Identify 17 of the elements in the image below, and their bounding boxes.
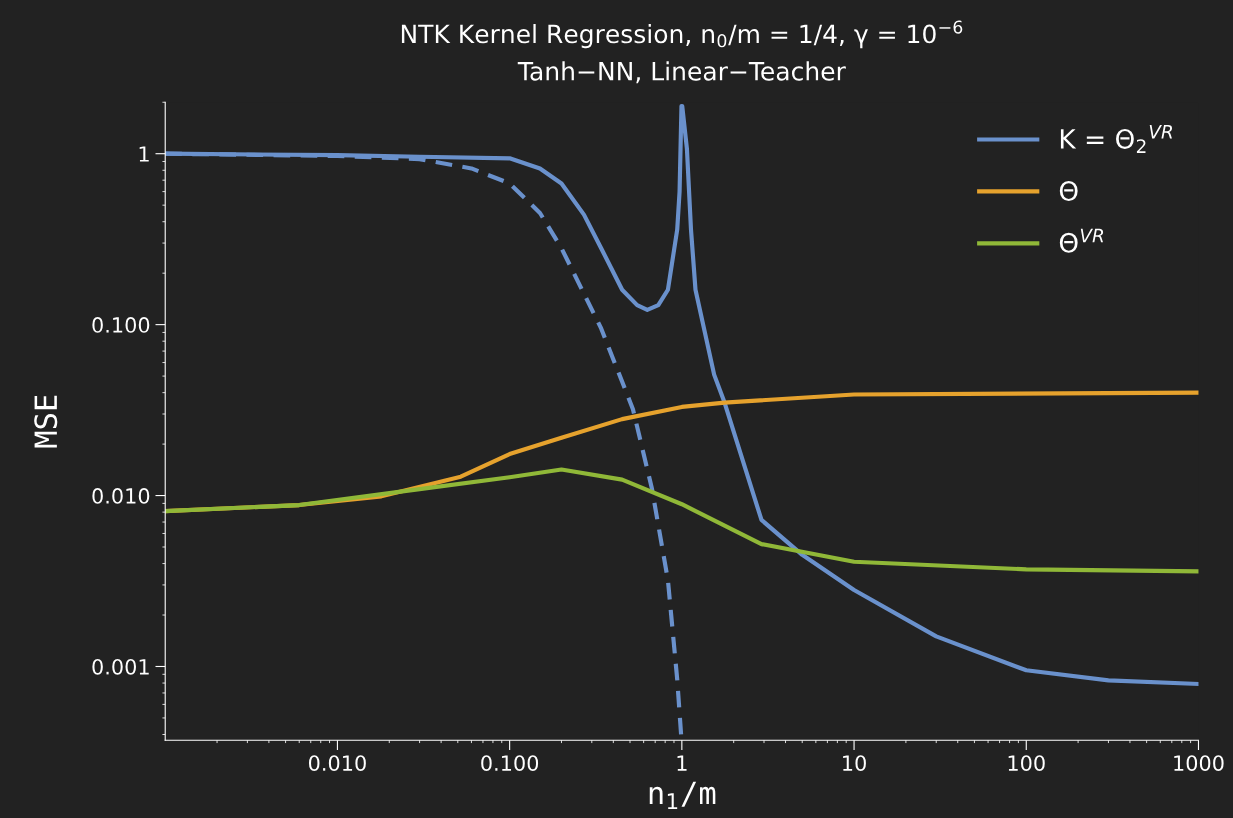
x-tick-label: 100 [1008, 755, 1045, 771]
chart-title: NTK Kernel Regression, n$_{0}$/m = 1/4, γ = 10$^{−6}$ [401, 20, 963, 49]
x-tick-label: 0.010 [308, 755, 366, 771]
x-tick-label: 1 [677, 755, 687, 771]
legend-label: Θ [1059, 181, 1078, 202]
y-tick-label: 0.001 [92, 658, 149, 675]
chart-subtitle: Tanh−NN, Linear−Teacher [517, 61, 846, 84]
x-tick-label: 10 [843, 755, 866, 771]
x-tick-label: 1000 [1174, 755, 1224, 771]
y-tick-label: 0.100 [92, 317, 150, 333]
y-axis-title: MSE [34, 395, 58, 448]
x-tick-label: 0.100 [481, 755, 539, 771]
y-tick-label: 0.010 [92, 488, 150, 504]
x-axis-title: n$_{1}$/m [649, 781, 716, 809]
legend-label: K = Θ$_{2}$$^{VR}$ [1060, 125, 1173, 153]
y-tick-label: 1 [139, 146, 149, 162]
legend-label: Θ$^{VR}$ [1059, 228, 1104, 253]
